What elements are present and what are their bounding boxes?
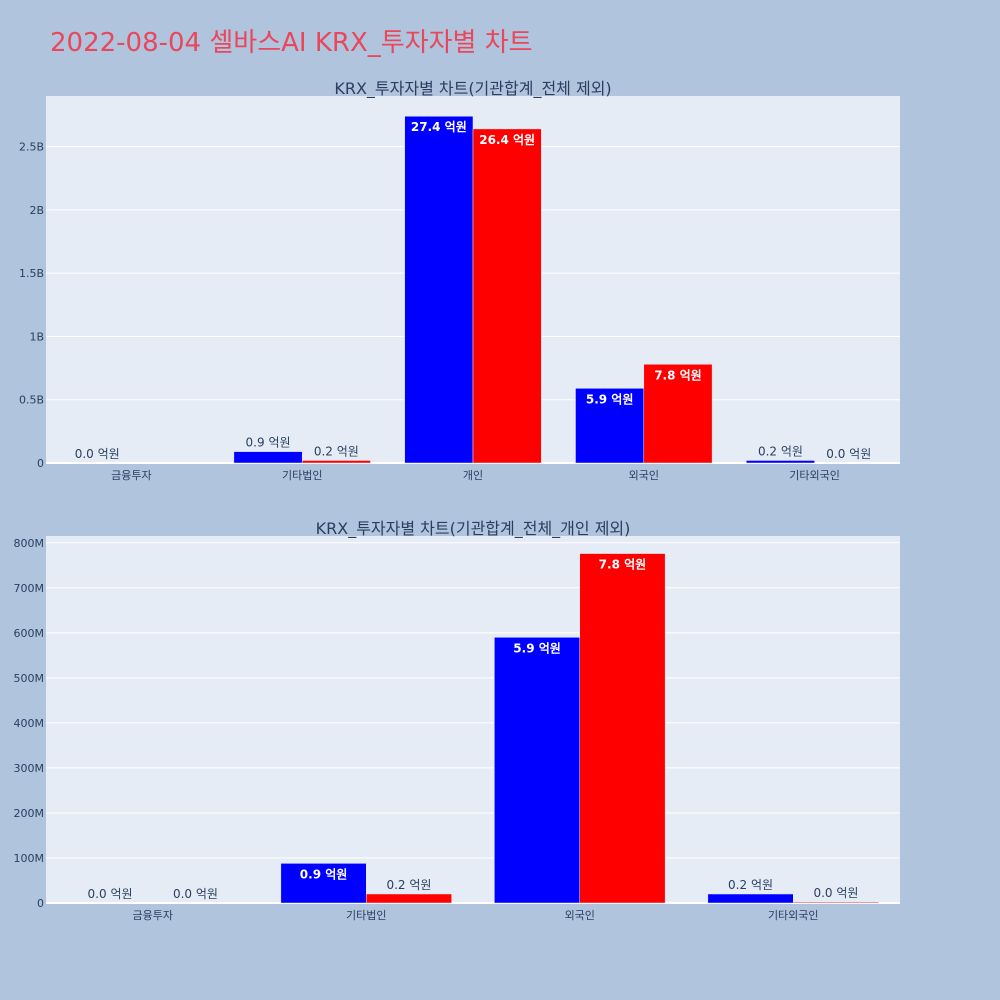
y-tick-label: 700M xyxy=(14,582,45,595)
chart-bottom: KRX_투자자별 차트(기관합계_전체_개인 제외) 0 100M 200M 300M 4… xyxy=(14,519,900,922)
plot-area xyxy=(46,536,900,903)
y-tick-label: 2.5B xyxy=(19,141,44,154)
bar-value-label: 0.2 억원 xyxy=(728,878,773,892)
bar xyxy=(793,901,879,904)
bar-value-label: 27.4 억원 xyxy=(411,120,467,134)
bar xyxy=(494,637,581,904)
bar xyxy=(707,893,794,904)
bar-value-label: 0.9 억원 xyxy=(246,436,291,450)
bar-value-label: 0.9 억원 xyxy=(300,867,348,881)
bar xyxy=(233,451,303,464)
bar-value-label: 0.0 억원 xyxy=(75,447,120,461)
y-tick-label: 600M xyxy=(14,627,45,640)
bar xyxy=(643,364,713,464)
y-tick-label: 300M xyxy=(14,762,45,775)
chart-top: KRX_투자자별 차트(기관합계_전체 제외) 0 0.5B 1B 1.5B 2B 2.5B… xyxy=(19,79,900,482)
x-tick-label: 금융투자 xyxy=(111,469,151,482)
y-tick-label: 1.5B xyxy=(19,267,44,280)
y-tick-label: 100M xyxy=(14,852,45,865)
bar-value-label: 0.2 억원 xyxy=(758,444,803,458)
y-tick-label: 200M xyxy=(14,807,45,820)
y-tick-label: 0 xyxy=(37,457,44,470)
bar xyxy=(404,115,474,464)
bar-value-label: 0.2 억원 xyxy=(314,444,359,458)
bar-value-label: 26.4 억원 xyxy=(479,133,535,147)
bar-value-label: 0.0 억원 xyxy=(826,447,871,461)
chart-title: KRX_투자자별 차트(기관합계_전체_개인 제외) xyxy=(316,519,631,539)
y-tick-label: 0.5B xyxy=(19,394,44,407)
bar-value-label: 7.8 억원 xyxy=(654,368,702,382)
bar xyxy=(301,460,371,464)
x-tick-label: 금융투자 xyxy=(133,909,173,922)
bar-value-label: 0.0 억원 xyxy=(813,886,858,900)
page-title: 2022-08-04 셀바스AI KRX_투자자별 차트 xyxy=(50,28,533,58)
bar-value-label: 0.0 억원 xyxy=(173,887,218,901)
bar xyxy=(366,893,452,904)
bar-value-label: 5.9 억원 xyxy=(586,392,634,406)
bar xyxy=(472,128,542,464)
y-tick-label: 1B xyxy=(29,330,44,343)
y-tick-label: 400M xyxy=(14,717,45,730)
bar-value-label: 7.8 억원 xyxy=(599,558,647,572)
chart-title: KRX_투자자별 차트(기관합계_전체 제외) xyxy=(334,79,611,99)
y-tick-label: 0 xyxy=(37,897,44,910)
y-tick-label: 2B xyxy=(29,204,44,217)
bar xyxy=(746,460,815,464)
bar-value-label: 0.2 억원 xyxy=(386,878,431,892)
x-tick-label: 기타외국인 xyxy=(789,469,840,482)
x-tick-label: 외국인 xyxy=(565,909,595,922)
bar-value-label: 0.0 억원 xyxy=(88,887,133,901)
x-tick-label: 외국인 xyxy=(629,469,659,482)
bar-value-label: 5.9 억원 xyxy=(513,641,561,655)
x-tick-label: 기타법인 xyxy=(346,909,386,922)
x-tick-label: 기타법인 xyxy=(282,469,322,482)
x-tick-label: 기타외국인 xyxy=(768,909,819,922)
bar xyxy=(579,553,666,904)
x-tick-label: 개인 xyxy=(463,469,483,482)
y-tick-label: 800M xyxy=(14,537,45,550)
y-tick-label: 500M xyxy=(14,672,45,685)
bar xyxy=(280,863,367,904)
